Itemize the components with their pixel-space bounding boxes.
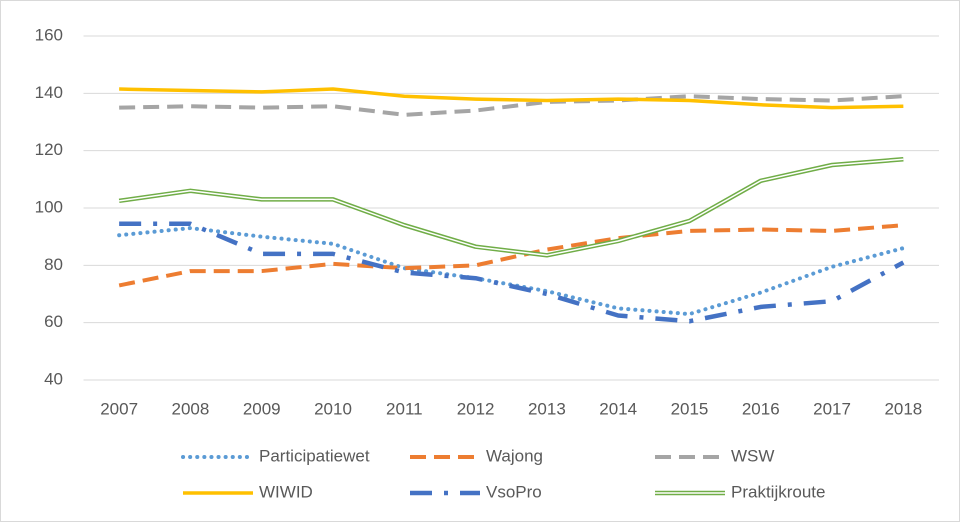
x-tick-label: 2007 (100, 399, 138, 418)
x-tick-label: 2017 (813, 399, 851, 418)
x-tick-label: 2011 (386, 399, 423, 418)
legend-label: VsoPro (486, 482, 542, 501)
x-tick-label: 2018 (884, 399, 922, 418)
x-tick-label: 2014 (599, 399, 637, 418)
x-tick-label: 2015 (671, 399, 709, 418)
series-line (119, 94, 904, 117)
legend-label: WIWID (259, 482, 313, 501)
x-tick-label: 2010 (314, 399, 352, 418)
y-tick-label: 80 (44, 255, 63, 274)
legend-label: WSW (731, 446, 774, 465)
y-tick-label: 100 (35, 197, 63, 216)
y-tick-label: 160 (35, 25, 63, 44)
x-tick-label: 2012 (457, 399, 495, 418)
y-tick-label: 140 (35, 83, 63, 102)
series-line-inner (119, 158, 904, 257)
legend-label: Praktijkroute (731, 482, 825, 501)
series-line (119, 87, 904, 110)
legend-label: Wajong (486, 446, 543, 465)
x-tick-label: 2008 (172, 399, 210, 418)
x-tick-label: 2009 (243, 399, 281, 418)
series-line (119, 221, 905, 324)
y-tick-label: 60 (44, 312, 63, 331)
legend-label: Participatiewet (259, 446, 370, 465)
x-tick-label: 2013 (528, 399, 566, 418)
y-tick-label: 120 (35, 140, 63, 159)
x-tick-label: 2016 (742, 399, 780, 418)
series-line (118, 223, 904, 288)
y-tick-label: 40 (44, 369, 63, 388)
